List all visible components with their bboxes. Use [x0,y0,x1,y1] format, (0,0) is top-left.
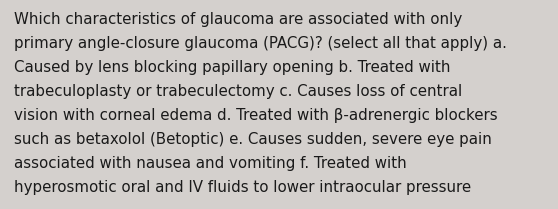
Text: vision with corneal edema d. Treated with β-adrenergic blockers: vision with corneal edema d. Treated wit… [14,108,498,123]
Text: Which characteristics of glaucoma are associated with only: Which characteristics of glaucoma are as… [14,12,462,27]
Text: such as betaxolol (Betoptic) e. Causes sudden, severe eye pain: such as betaxolol (Betoptic) e. Causes s… [14,132,492,147]
Text: associated with nausea and vomiting f. Treated with: associated with nausea and vomiting f. T… [14,156,407,171]
Text: trabeculoplasty or trabeculectomy c. Causes loss of central: trabeculoplasty or trabeculectomy c. Cau… [14,84,462,99]
Text: Caused by lens blocking papillary opening b. Treated with: Caused by lens blocking papillary openin… [14,60,450,75]
Text: primary angle-closure glaucoma (PACG)? (select all that apply) a.: primary angle-closure glaucoma (PACG)? (… [14,36,507,51]
Text: hyperosmotic oral and IV fluids to lower intraocular pressure: hyperosmotic oral and IV fluids to lower… [14,180,471,195]
